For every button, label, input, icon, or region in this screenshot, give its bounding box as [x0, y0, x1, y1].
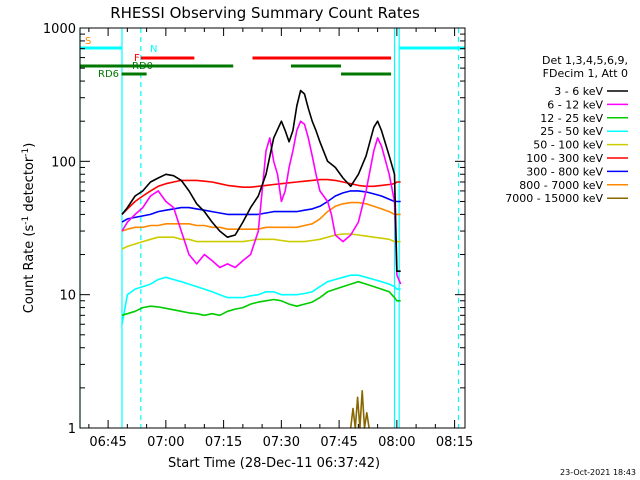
series-line-5 [121, 233, 401, 250]
x-axis-label: Start Time (28-Dec-11 06:37:42) [168, 456, 380, 471]
legend-label-8: 800 - 7000 keV [519, 179, 603, 192]
chart-title: RHESSI Observing Summary Count Rates [110, 4, 420, 22]
x-tick-label-3: 07:30 [263, 435, 300, 450]
plot-frame [79, 27, 466, 429]
series-line-9 [349, 389, 370, 429]
y-tick-label-0: 1 [68, 422, 76, 437]
series-line-7 [121, 190, 401, 223]
flag-label-f: F [134, 53, 140, 64]
y-axis-label: Count Rate (s-1 detector-1) [21, 143, 37, 314]
legend-header-detectors: Det 1,3,4,5,6,9, [542, 54, 628, 67]
series-line-2 [121, 120, 402, 285]
y-tick-label-3: 1000 [43, 22, 76, 37]
legend-label-1: 3 - 6 keV [554, 85, 603, 98]
legend-label-9: 7000 - 15000 keV [505, 192, 603, 205]
flag-label-rd0: RD0 [132, 61, 153, 72]
legend-label-5: 50 - 100 keV [533, 139, 603, 152]
series-line-6 [121, 178, 401, 215]
flag-label-s: S [85, 36, 91, 47]
x-tick-label-2: 07:15 [205, 435, 242, 450]
legend-label-4: 25 - 50 keV [540, 125, 603, 138]
series-line-4 [121, 274, 401, 325]
legend: Det 1,3,4,5,6,9, FDecim 1, Att 0 3 - 6 k… [505, 54, 628, 205]
series-line-1 [121, 89, 401, 273]
series-line-3 [121, 280, 401, 317]
legend-label-3: 12 - 25 keV [540, 112, 603, 125]
x-tick-label-0: 06:45 [89, 435, 126, 450]
flag-label-rd6: RD6 [98, 69, 119, 80]
legend-header-decimation: FDecim 1, Att 0 [543, 67, 628, 80]
x-tick-label-4: 07:45 [320, 435, 357, 450]
axes: 1 10 100 1000 06:45 07:00 07:15 07:30 07:45 08:00… [43, 22, 473, 450]
footer-timestamp: 23-Oct-2021 18:43 [560, 468, 636, 477]
x-tick-label-5: 08:00 [378, 435, 415, 450]
legend-label-2: 6 - 12 keV [547, 98, 603, 111]
legend-label-6: 100 - 300 keV [526, 152, 603, 165]
x-tick-label-1: 07:00 [147, 435, 184, 450]
y-tick-label-1: 10 [59, 289, 76, 304]
x-tick-label-6: 08:15 [436, 435, 473, 450]
legend-label-7: 300 - 800 keV [526, 165, 603, 178]
flag-label-n: N [150, 44, 157, 55]
y-tick-label-2: 100 [51, 155, 76, 170]
